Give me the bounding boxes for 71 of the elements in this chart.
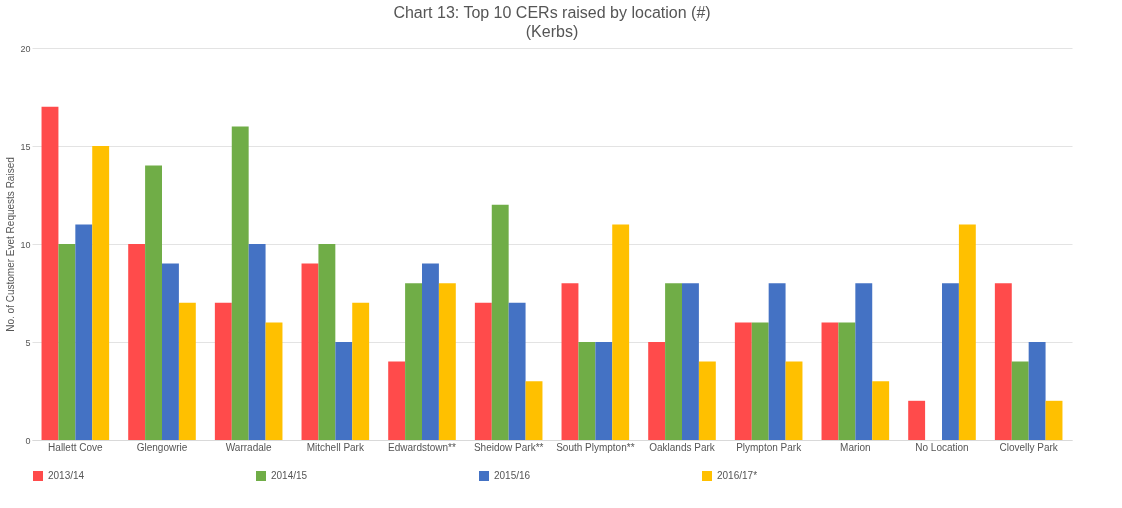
bar <box>958 224 976 440</box>
x-tick-label: Plympton Park <box>736 441 803 453</box>
bar <box>248 244 266 440</box>
bar <box>474 302 492 440</box>
x-tick-label: Sheidow Park** <box>473 441 544 453</box>
bar <box>75 224 93 440</box>
y-tick-label: 10 <box>20 239 31 250</box>
legend-label: 2015/16 <box>494 470 531 481</box>
bar <box>301 263 319 440</box>
chart-subtitle: (Kerbs) <box>525 23 579 40</box>
bar <box>41 106 59 440</box>
bar <box>1028 342 1046 440</box>
bar <box>318 244 336 440</box>
bar <box>335 342 353 440</box>
bar <box>405 283 422 440</box>
bar <box>178 302 196 440</box>
bar <box>665 283 682 440</box>
bar <box>491 204 509 440</box>
bar <box>508 302 526 440</box>
bar <box>942 283 959 440</box>
x-tick-label: Mitchell Park <box>306 441 365 453</box>
bar <box>1011 361 1029 440</box>
bar <box>595 342 613 440</box>
chart-title: Chart 13: Top 10 CERs raised by location (#) <box>393 4 711 21</box>
bar <box>422 263 439 440</box>
bar <box>265 322 283 440</box>
x-tick-label: Hallett Cove <box>48 441 104 453</box>
legend-label: 2013/14 <box>48 470 85 481</box>
x-tick-label: No Location <box>915 441 969 453</box>
bar <box>872 381 890 440</box>
bar <box>525 381 543 440</box>
bar <box>821 322 839 440</box>
bar <box>1045 400 1063 440</box>
bar <box>994 283 1012 440</box>
bar <box>561 283 579 440</box>
bar <box>648 342 666 440</box>
bar <box>612 224 630 440</box>
y-tick-label: 5 <box>25 337 31 348</box>
y-axis-title: No. of Customer Evet Requests Raised <box>5 157 17 332</box>
bar <box>162 263 179 440</box>
x-tick-label: Clovelly Park <box>999 441 1059 453</box>
bar <box>128 244 146 440</box>
bar <box>751 322 769 440</box>
x-tick-label: Glengowrie <box>136 441 188 453</box>
x-tick-label: Edwardstown** <box>388 441 457 453</box>
bar <box>578 342 596 440</box>
bar <box>388 361 406 440</box>
legend-label: 2014/15 <box>271 470 308 481</box>
bar <box>785 361 803 440</box>
bar <box>352 302 370 440</box>
y-tick-label: 20 <box>20 43 31 54</box>
bar <box>908 400 926 440</box>
bar <box>438 283 456 440</box>
bar <box>838 322 856 440</box>
x-tick-label: Warradale <box>225 441 272 453</box>
bar <box>214 302 232 440</box>
x-tick-label: Oaklands Park <box>649 441 716 453</box>
bar <box>58 244 76 440</box>
bar <box>768 283 786 440</box>
bar <box>231 126 249 440</box>
bar <box>855 283 873 440</box>
bar <box>682 283 699 440</box>
legend-label: 2016/17* <box>717 470 758 481</box>
bar <box>145 165 162 440</box>
x-tick-label: South Plympton** <box>556 441 635 453</box>
y-tick-label: 15 <box>20 141 31 152</box>
bar <box>698 361 716 440</box>
bar <box>92 146 110 440</box>
x-tick-label: Marion <box>840 441 871 453</box>
y-tick-label: 0 <box>25 435 31 446</box>
bar <box>734 322 752 440</box>
